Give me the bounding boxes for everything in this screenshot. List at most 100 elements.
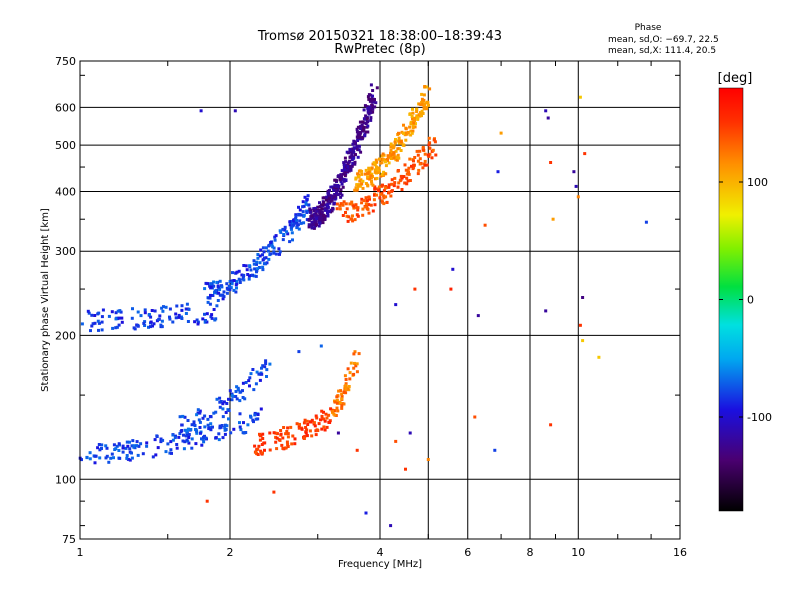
data-point — [338, 176, 342, 180]
data-point — [334, 189, 338, 192]
data-point — [318, 210, 322, 214]
data-point — [295, 218, 299, 222]
data-point — [348, 164, 352, 168]
data-point — [249, 274, 253, 277]
data-point — [581, 339, 585, 343]
data-point — [274, 252, 278, 256]
data-point — [352, 204, 356, 208]
data-point — [175, 443, 179, 446]
data-point — [371, 94, 374, 98]
data-point — [187, 307, 191, 311]
data-point — [384, 195, 388, 199]
data-point — [230, 398, 234, 402]
data-point — [347, 215, 351, 219]
data-point — [342, 200, 346, 204]
data-point — [423, 102, 427, 106]
data-point — [377, 166, 381, 170]
data-point — [392, 156, 396, 160]
data-point — [114, 326, 118, 330]
data-point — [203, 312, 206, 316]
data-point — [428, 146, 432, 150]
data-point — [405, 176, 409, 180]
data-point — [252, 388, 256, 392]
data-point — [416, 159, 420, 163]
data-point — [264, 359, 268, 363]
data-point — [117, 442, 121, 446]
data-point — [359, 150, 363, 154]
data-point — [428, 141, 432, 145]
data-point — [288, 220, 292, 224]
data-point — [152, 322, 156, 326]
data-point — [361, 207, 365, 211]
data-point — [169, 440, 173, 444]
data-point — [132, 445, 136, 449]
data-point — [333, 178, 337, 182]
data-point — [393, 181, 397, 185]
data-point — [350, 217, 353, 221]
data-point — [120, 316, 124, 320]
data-point — [412, 159, 415, 163]
data-point — [340, 404, 344, 408]
data-point — [413, 156, 417, 159]
data-point — [229, 286, 233, 290]
data-point — [195, 431, 199, 435]
data-point — [100, 443, 104, 447]
data-point — [355, 145, 359, 148]
data-point — [147, 325, 150, 329]
data-point — [256, 447, 260, 451]
y-tick-label: 75 — [62, 533, 76, 546]
data-point — [360, 172, 364, 176]
data-point — [420, 103, 424, 107]
data-point — [130, 316, 134, 320]
data-point — [317, 422, 321, 426]
data-point — [89, 329, 92, 333]
x-axis-label: Frequency [MHz] — [338, 559, 422, 570]
data-point — [298, 422, 301, 426]
data-point — [196, 322, 200, 326]
data-point — [274, 431, 278, 435]
data-point — [311, 223, 315, 226]
data-point — [214, 436, 218, 440]
data-point — [544, 109, 548, 113]
data-point — [117, 323, 121, 327]
data-point — [256, 413, 260, 416]
data-point — [347, 169, 351, 173]
data-point — [339, 389, 343, 393]
data-point — [354, 186, 358, 190]
data-point — [180, 317, 184, 320]
data-point — [274, 435, 278, 439]
data-point — [201, 437, 205, 441]
data-point — [249, 372, 253, 376]
data-point — [396, 147, 400, 151]
data-point — [185, 438, 189, 442]
data-point — [212, 308, 216, 311]
data-point — [342, 178, 346, 181]
data-point — [272, 490, 276, 494]
data-point — [209, 315, 213, 319]
data-point — [551, 217, 555, 221]
data-point — [221, 407, 225, 411]
data-point — [86, 309, 90, 313]
data-point — [278, 438, 282, 442]
data-point — [416, 153, 420, 157]
data-point — [220, 424, 224, 427]
data-point — [264, 246, 268, 250]
data-point — [426, 153, 430, 157]
data-point — [315, 217, 318, 221]
data-point — [141, 452, 145, 456]
colorbar-tick-label: 0 — [747, 294, 754, 307]
data-point — [409, 129, 413, 133]
data-point — [286, 435, 290, 439]
data-point — [336, 175, 340, 178]
data-point — [249, 268, 253, 272]
data-point — [238, 390, 242, 394]
data-point — [423, 159, 427, 163]
data-point — [288, 223, 292, 227]
data-point — [292, 223, 295, 227]
data-point — [206, 423, 210, 427]
colorbar-ticks: 100 0 -100 — [719, 176, 772, 424]
data-point — [341, 203, 345, 207]
data-point — [397, 181, 401, 185]
data-point — [373, 203, 377, 207]
data-point — [413, 125, 417, 129]
